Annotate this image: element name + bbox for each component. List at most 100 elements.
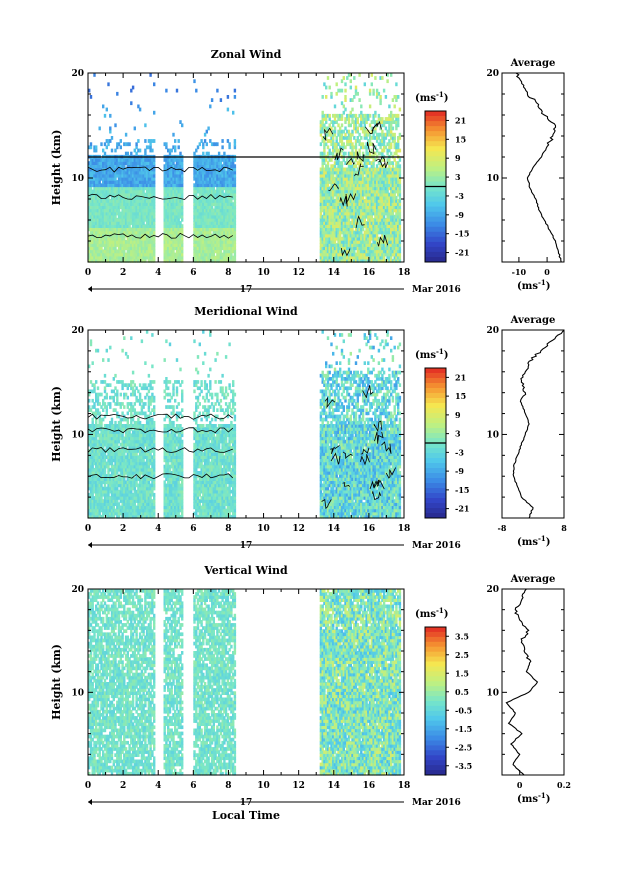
x-tick-label: 16 bbox=[363, 781, 376, 791]
average-frame bbox=[501, 329, 565, 519]
average-x-tick-label: 0 bbox=[517, 780, 523, 790]
x-axis: 0 2 4 6 8 10 12 14 16 18 bbox=[85, 73, 410, 278]
average-y-tick-label: 20 bbox=[486, 326, 499, 336]
y-axis: 10 20 Height (km) bbox=[50, 69, 404, 263]
colorbar-tick-label: 3 bbox=[455, 429, 461, 439]
average-x-tick-label: -10 bbox=[512, 267, 527, 277]
x-tick-label: 6 bbox=[190, 524, 196, 534]
colorbar-tick-label: 21 bbox=[455, 372, 466, 382]
colorbar-tick-label: -3.5 bbox=[455, 761, 472, 771]
colorbar-tick-label: 9 bbox=[455, 410, 461, 420]
x-tick-label: 2 bbox=[120, 781, 126, 791]
x-tick-label: 14 bbox=[328, 781, 341, 791]
x-tick-label: 14 bbox=[328, 268, 341, 278]
panel-title: Meridional Wind bbox=[194, 305, 298, 318]
x-tick-label: 18 bbox=[398, 781, 411, 791]
colorbar-tick-label: -3 bbox=[455, 447, 464, 457]
x-tick-label: 6 bbox=[190, 781, 196, 791]
average-profile-line bbox=[505, 588, 539, 776]
colorbar-tick-label: 3.5 bbox=[455, 631, 469, 641]
x-tick-label: 18 bbox=[398, 524, 411, 534]
date-month: Mar 2016 bbox=[412, 798, 461, 808]
average-title: Average bbox=[510, 574, 556, 585]
date-month: Mar 2016 bbox=[412, 541, 461, 551]
average-x-tick-label: 8 bbox=[561, 523, 567, 533]
date-day: 17 bbox=[240, 541, 253, 551]
average-panel: Average 10 20 -10 0(ms-1) bbox=[486, 58, 565, 292]
x-tick-label: 16 bbox=[363, 268, 376, 278]
average-frame bbox=[501, 72, 565, 263]
x-tick-label: 18 bbox=[398, 268, 411, 278]
colorbar-tick-label: -15 bbox=[455, 485, 469, 495]
panel-title: Vertical Wind bbox=[203, 564, 288, 577]
average-x-tick-label: 0 bbox=[544, 267, 550, 277]
colorbar-tick-label: -1.5 bbox=[455, 724, 472, 734]
x-tick-label: 8 bbox=[225, 524, 231, 534]
average-unit: (ms-1) bbox=[517, 791, 550, 805]
x-tick-label: 0 bbox=[85, 268, 91, 278]
x-tick-label: 6 bbox=[190, 268, 196, 278]
average-y-tick-label: 10 bbox=[486, 688, 499, 698]
average-y-tick-label: 10 bbox=[486, 174, 499, 184]
x-tick-label: 8 bbox=[225, 781, 231, 791]
panel-3: Vertical Wind 0 2 4 6 8 10 12 14 16 18 10 20 Height (… bbox=[50, 564, 571, 822]
x-tick-label: 2 bbox=[120, 268, 126, 278]
colorbar-tick-label: -15 bbox=[455, 229, 469, 239]
x-tick-label: 12 bbox=[292, 268, 305, 278]
average-unit: (ms-1) bbox=[517, 278, 550, 292]
x-tick-label: 16 bbox=[363, 524, 376, 534]
average-title: Average bbox=[510, 58, 556, 69]
y-axis: 10 20 Height (km) bbox=[50, 585, 404, 776]
colorbar-unit: (ms-1) bbox=[415, 347, 448, 361]
x-tick-label: 14 bbox=[328, 524, 341, 534]
x-tick-label: 12 bbox=[292, 781, 305, 791]
x-tick-label: 0 bbox=[85, 781, 91, 791]
colorbar-tick-label: -2.5 bbox=[455, 742, 472, 752]
average-y-tick-label: 10 bbox=[486, 430, 499, 440]
x-tick-label: 4 bbox=[155, 268, 161, 278]
x-axis: 0 2 4 6 8 10 12 14 16 18 bbox=[85, 589, 410, 791]
y-axis-label: Height (km) bbox=[50, 644, 63, 720]
date-bar: 17 Mar 2016 bbox=[88, 541, 461, 551]
colorbar-tick-label: -21 bbox=[455, 248, 469, 258]
colorbar-unit: (ms-1) bbox=[415, 606, 448, 620]
average-frame bbox=[501, 588, 565, 776]
y-tick-label: 10 bbox=[71, 174, 84, 184]
colorbar-tick-label: -3 bbox=[455, 191, 464, 201]
x-tick-label: 4 bbox=[155, 781, 161, 791]
colorbar-tick-label: 9 bbox=[455, 153, 461, 163]
x-tick-label: 12 bbox=[292, 524, 305, 534]
panel-title: Zonal Wind bbox=[211, 48, 282, 61]
colorbar-tick-label: -21 bbox=[455, 504, 469, 514]
colorbar-tick-label: 1.5 bbox=[455, 668, 469, 678]
contour-lines bbox=[87, 120, 389, 257]
colorbar-tick-label: 15 bbox=[455, 134, 466, 144]
x-tick-label: 10 bbox=[257, 524, 270, 534]
heatmap-cells bbox=[88, 330, 402, 519]
average-profile-line bbox=[512, 329, 565, 519]
y-tick-label: 10 bbox=[71, 430, 84, 440]
x-tick-label: 0 bbox=[85, 524, 91, 534]
colorbar-tick-label: -0.5 bbox=[455, 705, 472, 715]
colorbar-tick-label: 3 bbox=[455, 172, 461, 182]
colorbar: (ms-1) 3.5 2.5 1.5 0.5 -0.5 -1.5 -2.5 -3.5 bbox=[415, 606, 472, 776]
average-y-tick-label: 20 bbox=[486, 585, 499, 595]
y-axis-label: Height (km) bbox=[50, 386, 63, 462]
colorbar-unit: (ms-1) bbox=[415, 90, 448, 104]
date-bar: 17 Mar 2016 bbox=[88, 285, 461, 295]
y-axis-label: Height (km) bbox=[50, 130, 63, 206]
average-panel: Average 10 20 0 0.2 (ms-1) bbox=[486, 574, 570, 805]
average-x-tick-label: -8 bbox=[498, 523, 507, 533]
y-tick-label: 20 bbox=[71, 326, 84, 336]
colorbar-tick-label: 15 bbox=[455, 391, 466, 401]
colorbar-tick-label: 21 bbox=[455, 115, 466, 125]
x-tick-label: 4 bbox=[155, 524, 161, 534]
x-tick-label: 2 bbox=[120, 524, 126, 534]
x-axis-label: Local Time bbox=[212, 809, 280, 822]
average-y-tick-label: 20 bbox=[486, 69, 499, 79]
date-month: Mar 2016 bbox=[412, 285, 461, 295]
average-title: Average bbox=[510, 315, 556, 326]
panel-1: Zonal Wind 0 2 4 6 8 10 12 14 16 18 10 20 Height (km)… bbox=[50, 48, 565, 295]
date-day: 17 bbox=[240, 798, 253, 808]
